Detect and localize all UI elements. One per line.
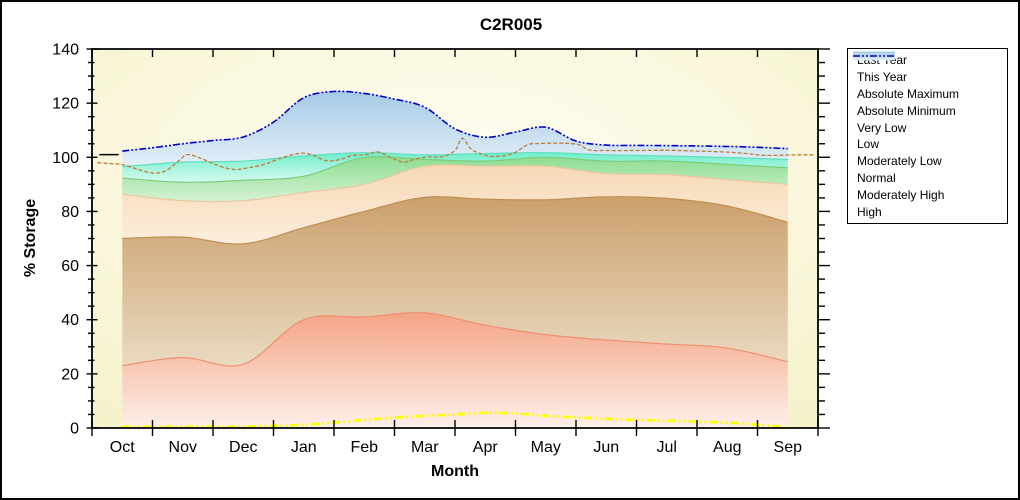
x-tick-label: Jul [657, 439, 677, 456]
line-absolute-minimum [122, 411, 788, 429]
x-tick-label: Jan [291, 439, 317, 456]
y-axis-title: % Storage [22, 199, 39, 277]
y-tick-label: 100 [52, 150, 79, 167]
high-swatch-icon [853, 51, 895, 61]
legend-label: Absolute Maximum [857, 86, 960, 101]
y-tick-label: 140 [52, 42, 79, 59]
y-tick-label: 40 [61, 312, 79, 329]
legend-label: Low [857, 137, 880, 152]
legend-label: Very Low [857, 120, 907, 135]
legend-item-very-low: Very Low [850, 51, 1005, 135]
x-tick-label: Jun [593, 439, 619, 456]
x-tick-label: Dec [229, 439, 257, 456]
band-edge-0 [122, 312, 788, 367]
chart-title: C2R005 [480, 15, 542, 34]
axis-ticks [86, 48, 830, 436]
band-normal [122, 156, 788, 202]
x-tick-label: Apr [473, 439, 499, 456]
x-axis-title: Month [431, 463, 479, 480]
x-tick-label: Feb [350, 439, 378, 456]
band-edge-3 [122, 156, 788, 183]
legend-label: Moderately Low [857, 154, 942, 169]
y-tick-label: 120 [52, 96, 79, 113]
legend-item-this-year: This Year [850, 55, 1005, 85]
legend-item-normal: Normal [850, 51, 1005, 185]
y-tick-label: 0 [70, 421, 79, 438]
legend-label: Moderately High [857, 187, 945, 202]
y-tick-label: 80 [61, 204, 79, 221]
legend-label: High [857, 204, 882, 219]
band-moderately-high [122, 152, 788, 183]
legend-item-absolute-maximum: Absolute Maximum [850, 55, 1005, 101]
legend-label: Absolute Minimum [857, 103, 956, 118]
band-low [122, 196, 788, 367]
band-edge-2 [122, 164, 788, 203]
x-tick-label: Aug [713, 439, 741, 456]
y-tick-label: 20 [61, 366, 79, 383]
x-tick-label: May [531, 439, 561, 456]
band-edge-4 [122, 152, 788, 168]
legend-item-moderately-high: Moderately High [850, 51, 1005, 202]
legend-item-absolute-minimum: Absolute Minimum [850, 54, 1005, 118]
band-moderately-low [122, 164, 788, 245]
x-tick-label: Sep [774, 439, 803, 456]
x-tick-label: Oct [110, 439, 135, 456]
band-edge-1 [122, 196, 788, 245]
legend-item-high: High [850, 51, 1005, 219]
legend-label: Normal [857, 170, 896, 185]
legend-label: This Year [857, 70, 908, 85]
line-absolute-maximum [122, 90, 788, 152]
legend-item-low: Low [850, 51, 1005, 152]
x-tick-label: Mar [411, 439, 439, 456]
y-tick-label: 60 [61, 258, 79, 275]
x-tick-label: Nov [169, 439, 197, 456]
legend-item-moderately-low: Moderately Low [850, 51, 1005, 169]
